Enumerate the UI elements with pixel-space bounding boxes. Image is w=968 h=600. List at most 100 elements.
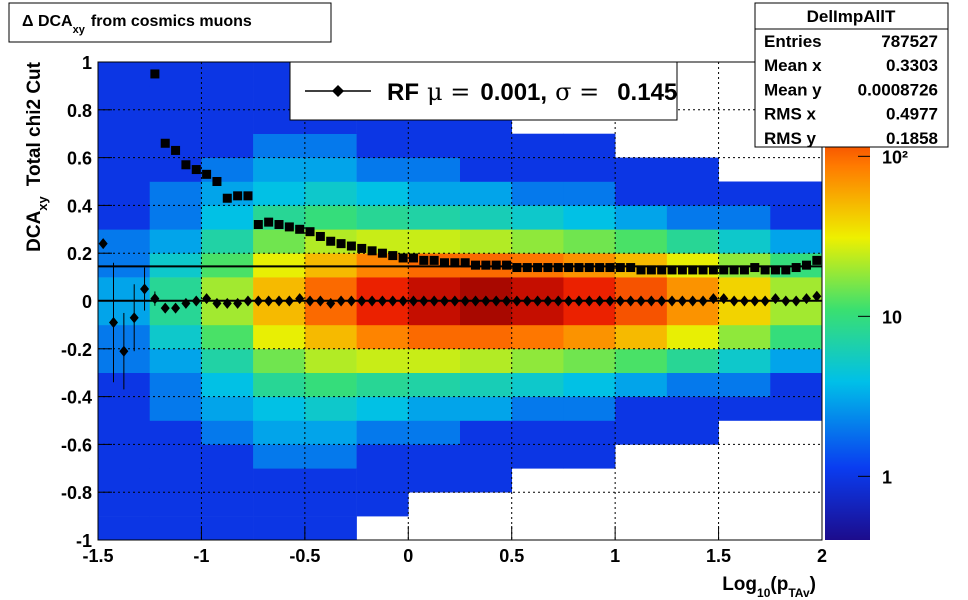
profile-marker xyxy=(481,295,491,307)
heatmap-cell xyxy=(98,85,151,111)
heatmap-cell xyxy=(149,181,202,206)
profile-marker xyxy=(253,220,263,230)
heatmap-cell xyxy=(615,420,668,445)
profile-marker xyxy=(522,295,532,307)
profile-marker xyxy=(801,293,811,305)
profile-marker xyxy=(284,295,294,307)
profile-marker xyxy=(315,295,325,307)
profile-marker xyxy=(150,69,160,79)
heatmap-cell xyxy=(770,229,823,254)
heatmap-cell xyxy=(98,420,151,445)
heatmap-cell xyxy=(408,468,461,493)
profile-marker xyxy=(584,263,594,273)
heatmap-cell xyxy=(253,516,306,541)
heatmap-cell xyxy=(356,205,409,230)
y-tick-label: -0.2 xyxy=(61,340,92,360)
heatmap-cell xyxy=(149,420,202,445)
stats-rows: Entries 787527 Mean x 0.3303 Mean y 0.0008726… xyxy=(764,32,938,148)
heatmap-cell xyxy=(511,324,564,350)
heatmap-cell xyxy=(149,348,202,373)
stats-box xyxy=(754,2,949,148)
x-axis-label: Log10(pTAv) xyxy=(722,574,816,600)
profile-marker xyxy=(109,317,119,329)
profile-marker xyxy=(295,224,305,234)
y-tick-label: -0.8 xyxy=(61,483,92,503)
profile-marker xyxy=(377,248,387,258)
profile-marker xyxy=(491,295,501,307)
profile-marker xyxy=(398,295,408,307)
heatmap-cell xyxy=(304,253,357,278)
heatmap-cell xyxy=(304,372,357,397)
profile-marker xyxy=(367,295,377,307)
heatmap-cell xyxy=(563,229,616,254)
profile-marker xyxy=(698,265,708,275)
heatmap-cell xyxy=(408,444,461,469)
heatmap-cell xyxy=(304,133,357,158)
profile-marker xyxy=(202,169,212,179)
heatmap-cell xyxy=(511,133,564,158)
heatmap-cell xyxy=(460,181,513,206)
profile-marker xyxy=(770,293,780,305)
profile-marker xyxy=(688,265,698,275)
profile-marker xyxy=(636,265,646,275)
profile-marker xyxy=(605,295,615,307)
overlay xyxy=(97,61,823,541)
profile-marker xyxy=(346,295,356,307)
heatmap-cell xyxy=(666,420,719,445)
heatmap-cell xyxy=(511,181,564,206)
heatmap-cell xyxy=(408,396,461,421)
heatmap-cell xyxy=(201,492,254,517)
heatmap-cell xyxy=(666,396,719,421)
heatmap-cell xyxy=(201,324,254,350)
heatmap-cell xyxy=(718,229,771,254)
profile-marker xyxy=(460,258,470,268)
profile-marker xyxy=(564,295,574,307)
profile-marker xyxy=(450,258,460,268)
heatmap-cell xyxy=(408,157,461,182)
profile-marker xyxy=(812,290,822,302)
heatmap-cell xyxy=(201,229,254,254)
heatmap-cell xyxy=(201,205,254,230)
heatmap-cell xyxy=(615,181,668,206)
profile-marker xyxy=(502,260,512,270)
heatmap-cell xyxy=(98,253,151,278)
profile-marker xyxy=(274,220,284,230)
heatmap-cell xyxy=(408,181,461,206)
profile-marker xyxy=(129,312,139,324)
profile-marker xyxy=(646,295,656,307)
profile-marker xyxy=(553,295,563,307)
stats-value: 0.3303 xyxy=(886,56,938,75)
heatmap-cell xyxy=(149,85,202,111)
profile-marker xyxy=(429,255,439,265)
profile-marker xyxy=(646,265,656,275)
profile-marker xyxy=(191,295,201,307)
heatmap-cell xyxy=(98,516,151,541)
profile-marker xyxy=(150,293,160,305)
profile-marker xyxy=(512,295,522,307)
title-box xyxy=(8,2,332,43)
heatmap-cell xyxy=(615,205,668,230)
stats-label: Mean x xyxy=(764,56,822,75)
heatmap-cell xyxy=(201,277,254,302)
heatmap-cell xyxy=(563,157,616,182)
x-tick-label: 0.5 xyxy=(499,546,524,566)
profile-marker xyxy=(419,295,429,307)
heatmap-cell xyxy=(201,253,254,278)
profile-marker xyxy=(491,260,501,270)
heatmap-cell xyxy=(770,348,823,373)
heatmap-cell xyxy=(460,420,513,445)
heatmap-cell xyxy=(511,205,564,230)
heatmap-cell xyxy=(201,348,254,373)
profile-marker xyxy=(357,243,367,253)
profile-marker xyxy=(233,297,243,309)
heatmap-cell xyxy=(770,372,823,397)
heatmap-cell xyxy=(149,229,202,254)
heatmap-cell xyxy=(356,468,409,493)
x-tick-label: -0.5 xyxy=(289,546,320,566)
profile-marker xyxy=(781,265,791,275)
legend-text: RF μ = 0.001, σ = 0.145 xyxy=(387,78,677,106)
heatmap-cell xyxy=(770,396,823,421)
heatmap-cell xyxy=(253,324,306,350)
heatmap-cell xyxy=(304,420,357,445)
heatmap-cell xyxy=(666,348,719,373)
